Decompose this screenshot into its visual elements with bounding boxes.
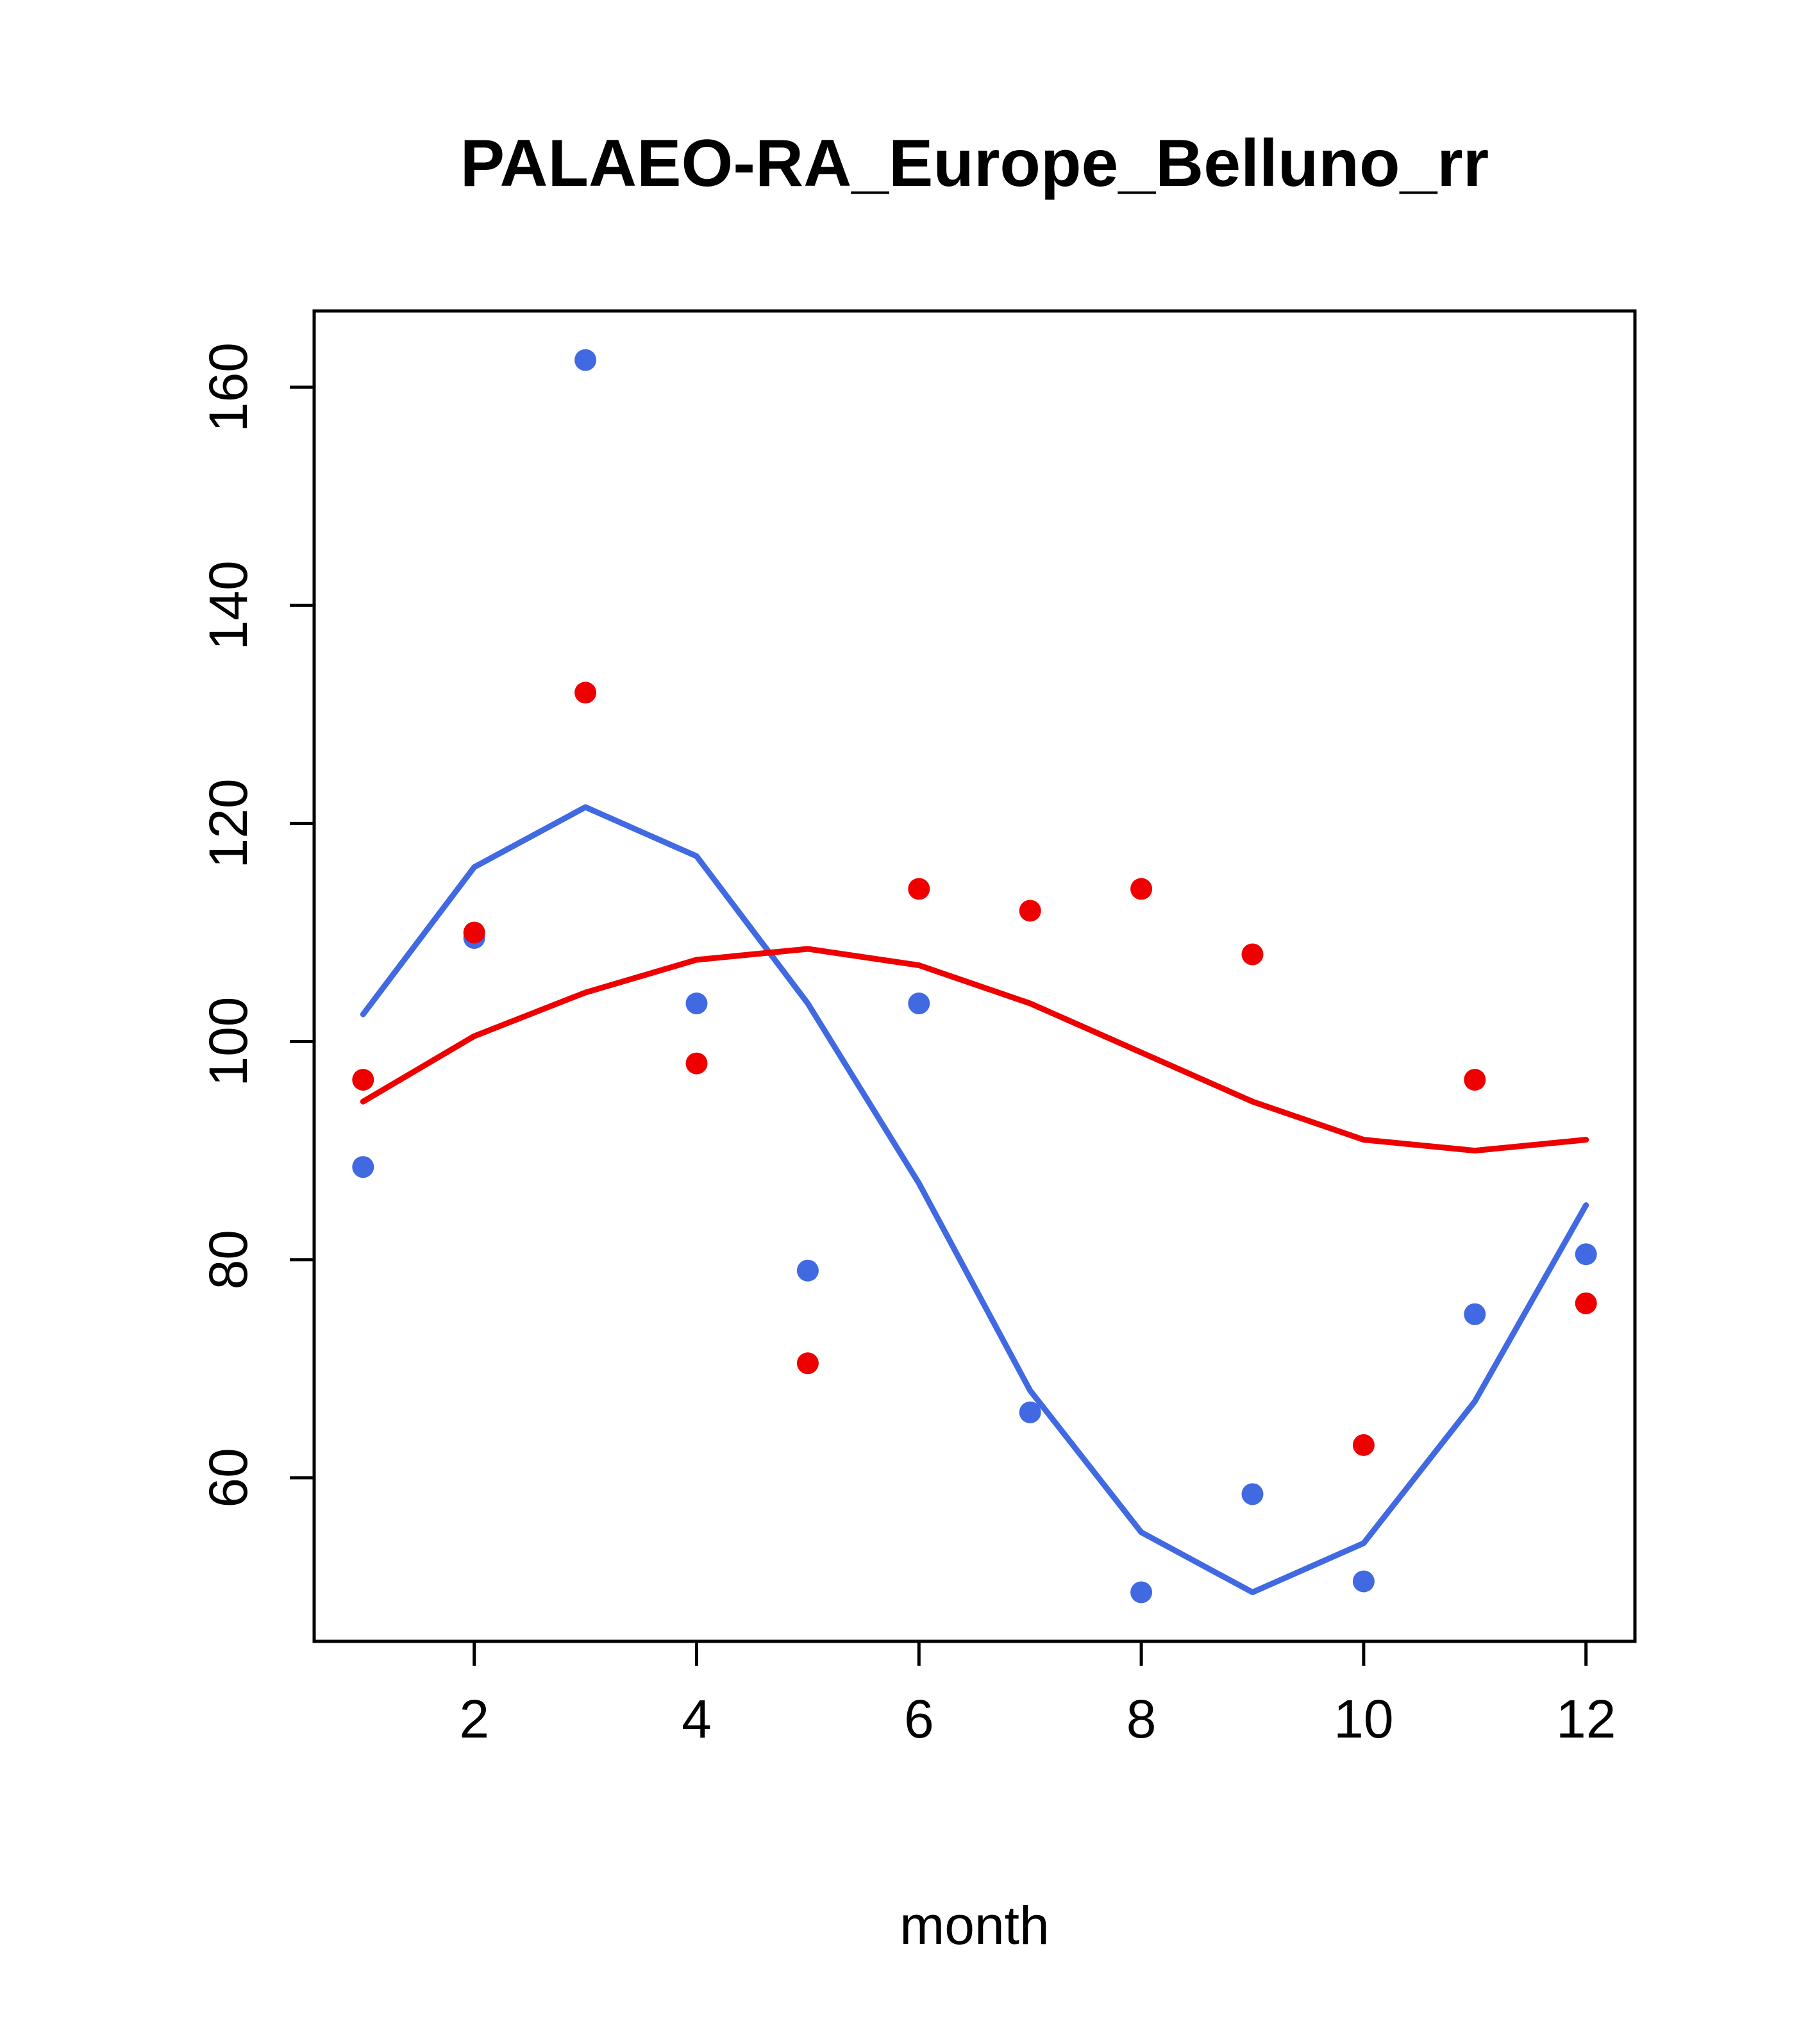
red-points-marker	[1352, 1434, 1375, 1456]
x-tick-label: 6	[904, 1689, 934, 1749]
red-points-marker	[908, 878, 930, 900]
red-points-marker	[796, 1352, 819, 1375]
blue-smooth-line	[360, 804, 1589, 1595]
y-tick-label: 80	[198, 1230, 258, 1289]
x-tick-label: 8	[1126, 1689, 1157, 1749]
blue-points-marker	[685, 993, 708, 1015]
y-tick-label: 160	[198, 342, 258, 432]
x-tick-label: 10	[1334, 1689, 1393, 1749]
y-tick-label: 140	[198, 560, 258, 650]
chart-title: PALAEO-RA_Europe_Belluno_rr	[460, 126, 1489, 201]
blue-points-marker	[796, 1259, 819, 1282]
blue-points-marker	[574, 349, 597, 371]
x-axis-label: month	[900, 1895, 1049, 1956]
blue-points-marker	[908, 993, 930, 1015]
red-smooth-line	[360, 946, 1589, 1154]
blue-points-marker	[1464, 1303, 1486, 1325]
blue-points-marker	[1130, 1581, 1153, 1604]
blue-points-marker	[1241, 1483, 1264, 1505]
red-points-marker	[1130, 878, 1153, 900]
blue-points-marker	[1352, 1570, 1375, 1593]
blue-points-marker	[1019, 1401, 1041, 1423]
red-points-marker	[1464, 1069, 1486, 1091]
blue-points-marker	[352, 1156, 374, 1178]
red-points-marker	[463, 921, 485, 944]
blue-points-marker	[1575, 1243, 1597, 1266]
plot-area: 2 4 6 8 10 12 60 80 100 120 140 160	[198, 309, 1637, 1749]
y-tick-label: 100	[198, 996, 258, 1086]
y-tick-label: 60	[198, 1448, 258, 1507]
x-tick-label: 4	[682, 1689, 712, 1749]
red-points-marker	[1241, 943, 1264, 966]
x-tick-label: 2	[459, 1689, 489, 1749]
red-points-marker	[1019, 900, 1041, 922]
plot-frame	[312, 309, 1637, 1643]
y-tick-label: 120	[198, 778, 258, 868]
red-points-marker	[574, 682, 597, 704]
red-points-marker	[352, 1069, 374, 1091]
red-points-marker	[685, 1052, 708, 1075]
red-points-marker	[1575, 1292, 1597, 1314]
x-tick-label: 12	[1556, 1689, 1616, 1749]
